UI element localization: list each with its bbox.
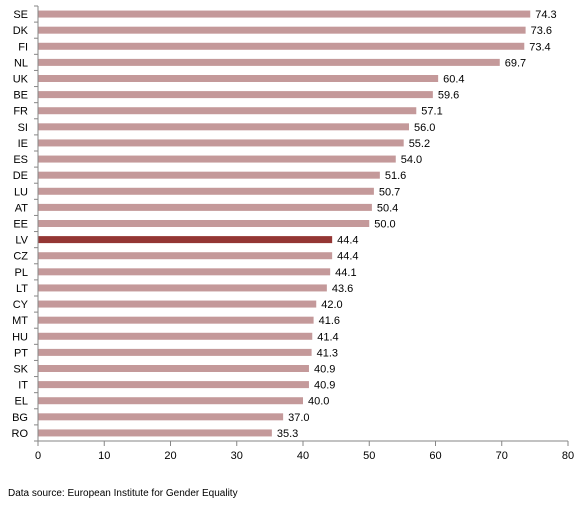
- value-label-si: 56.0: [414, 122, 435, 134]
- x-tick-label-10: 10: [98, 450, 110, 462]
- category-label-fr: FR: [13, 106, 28, 118]
- category-label-at: AT: [15, 202, 29, 214]
- bar-ro: [38, 429, 272, 437]
- x-tick-label-60: 60: [429, 450, 441, 462]
- bar-be: [38, 91, 433, 99]
- bar-lv: [38, 236, 333, 244]
- value-label-cz: 44.4: [337, 251, 358, 263]
- value-label-fr: 57.1: [421, 106, 442, 118]
- category-label-ie: IE: [18, 138, 28, 150]
- bar-pl: [38, 268, 331, 276]
- category-label-cz: CZ: [13, 251, 28, 263]
- value-label-lu: 50.7: [379, 186, 400, 198]
- value-label-sk: 40.9: [314, 364, 335, 376]
- category-label-pt: PT: [14, 347, 28, 359]
- bar-mt: [38, 316, 314, 324]
- category-label-cy: CY: [13, 299, 29, 311]
- x-tick-label-40: 40: [297, 450, 309, 462]
- category-label-pl: PL: [15, 267, 28, 279]
- bar-ie: [38, 139, 404, 147]
- bar-se: [38, 10, 531, 18]
- value-label-nl: 69.7: [505, 57, 526, 69]
- x-tick-label-50: 50: [363, 450, 375, 462]
- bar-bg: [38, 413, 284, 421]
- bar-ee: [38, 220, 370, 227]
- value-label-it: 40.9: [314, 380, 335, 392]
- value-label-es: 54.0: [401, 154, 422, 166]
- bar-nl: [38, 58, 500, 66]
- category-label-hu: HU: [12, 331, 28, 343]
- bar-si: [38, 123, 409, 131]
- value-label-fi: 73.4: [529, 41, 550, 53]
- value-label-se: 74.3: [535, 9, 556, 21]
- bar-lu: [38, 187, 374, 195]
- x-tick-label-30: 30: [231, 450, 243, 462]
- value-label-ee: 50.0: [374, 219, 395, 231]
- category-label-ee: EE: [13, 219, 28, 231]
- value-label-bg: 37.0: [288, 412, 309, 424]
- value-label-ro: 35.3: [277, 428, 298, 440]
- value-label-at: 50.4: [377, 202, 398, 214]
- bar-hu: [38, 332, 313, 340]
- value-label-dk: 73.6: [531, 25, 552, 37]
- value-label-pt: 41.3: [317, 347, 338, 359]
- category-label-sk: SK: [13, 364, 28, 376]
- category-label-it: IT: [18, 380, 28, 392]
- category-label-si: SI: [18, 122, 28, 134]
- category-label-dk: DK: [13, 25, 29, 37]
- x-tick-label-70: 70: [496, 450, 508, 462]
- category-label-es: ES: [13, 154, 28, 166]
- category-label-bg: BG: [12, 412, 28, 424]
- bar-de: [38, 171, 380, 179]
- category-label-lt: LT: [16, 283, 28, 295]
- bar-dk: [38, 26, 526, 34]
- category-label-de: DE: [13, 170, 28, 182]
- x-tick-label-80: 80: [562, 450, 574, 462]
- value-label-lt: 43.6: [332, 283, 353, 295]
- category-label-el: EL: [15, 396, 28, 408]
- x-tick-label-20: 20: [164, 450, 176, 462]
- category-label-lu: LU: [14, 186, 28, 198]
- category-label-be: BE: [13, 90, 28, 102]
- value-label-mt: 41.6: [319, 315, 340, 327]
- value-label-lv: 44.4: [337, 235, 358, 247]
- data-source-note: Data source: European Institute for Gend…: [8, 488, 238, 499]
- category-label-uk: UK: [13, 74, 29, 86]
- value-label-pl: 44.1: [335, 267, 356, 279]
- value-label-be: 59.6: [438, 90, 459, 102]
- bar-pt: [38, 348, 312, 356]
- bar-fi: [38, 42, 525, 50]
- bar-cy: [38, 300, 317, 308]
- category-label-lv: LV: [15, 235, 28, 247]
- category-label-ro: RO: [12, 428, 29, 440]
- value-label-uk: 60.4: [443, 74, 464, 86]
- bar-it: [38, 381, 309, 389]
- category-label-se: SE: [13, 9, 28, 21]
- value-label-cy: 42.0: [321, 299, 342, 311]
- value-label-hu: 41.4: [317, 331, 338, 343]
- bar-at: [38, 203, 372, 211]
- value-label-ie: 55.2: [409, 138, 430, 150]
- bar-lt: [38, 284, 327, 292]
- bar-fr: [38, 107, 417, 115]
- bar-cz: [38, 252, 333, 260]
- bar-el: [38, 397, 303, 405]
- category-label-fi: FI: [18, 41, 28, 53]
- value-label-el: 40.0: [308, 396, 329, 408]
- bar-sk: [38, 365, 309, 372]
- bar-uk: [38, 75, 439, 82]
- category-label-nl: NL: [14, 57, 28, 69]
- value-label-de: 51.6: [385, 170, 406, 182]
- x-tick-label-0: 0: [35, 450, 41, 462]
- category-label-mt: MT: [12, 315, 28, 327]
- bar-es: [38, 155, 396, 163]
